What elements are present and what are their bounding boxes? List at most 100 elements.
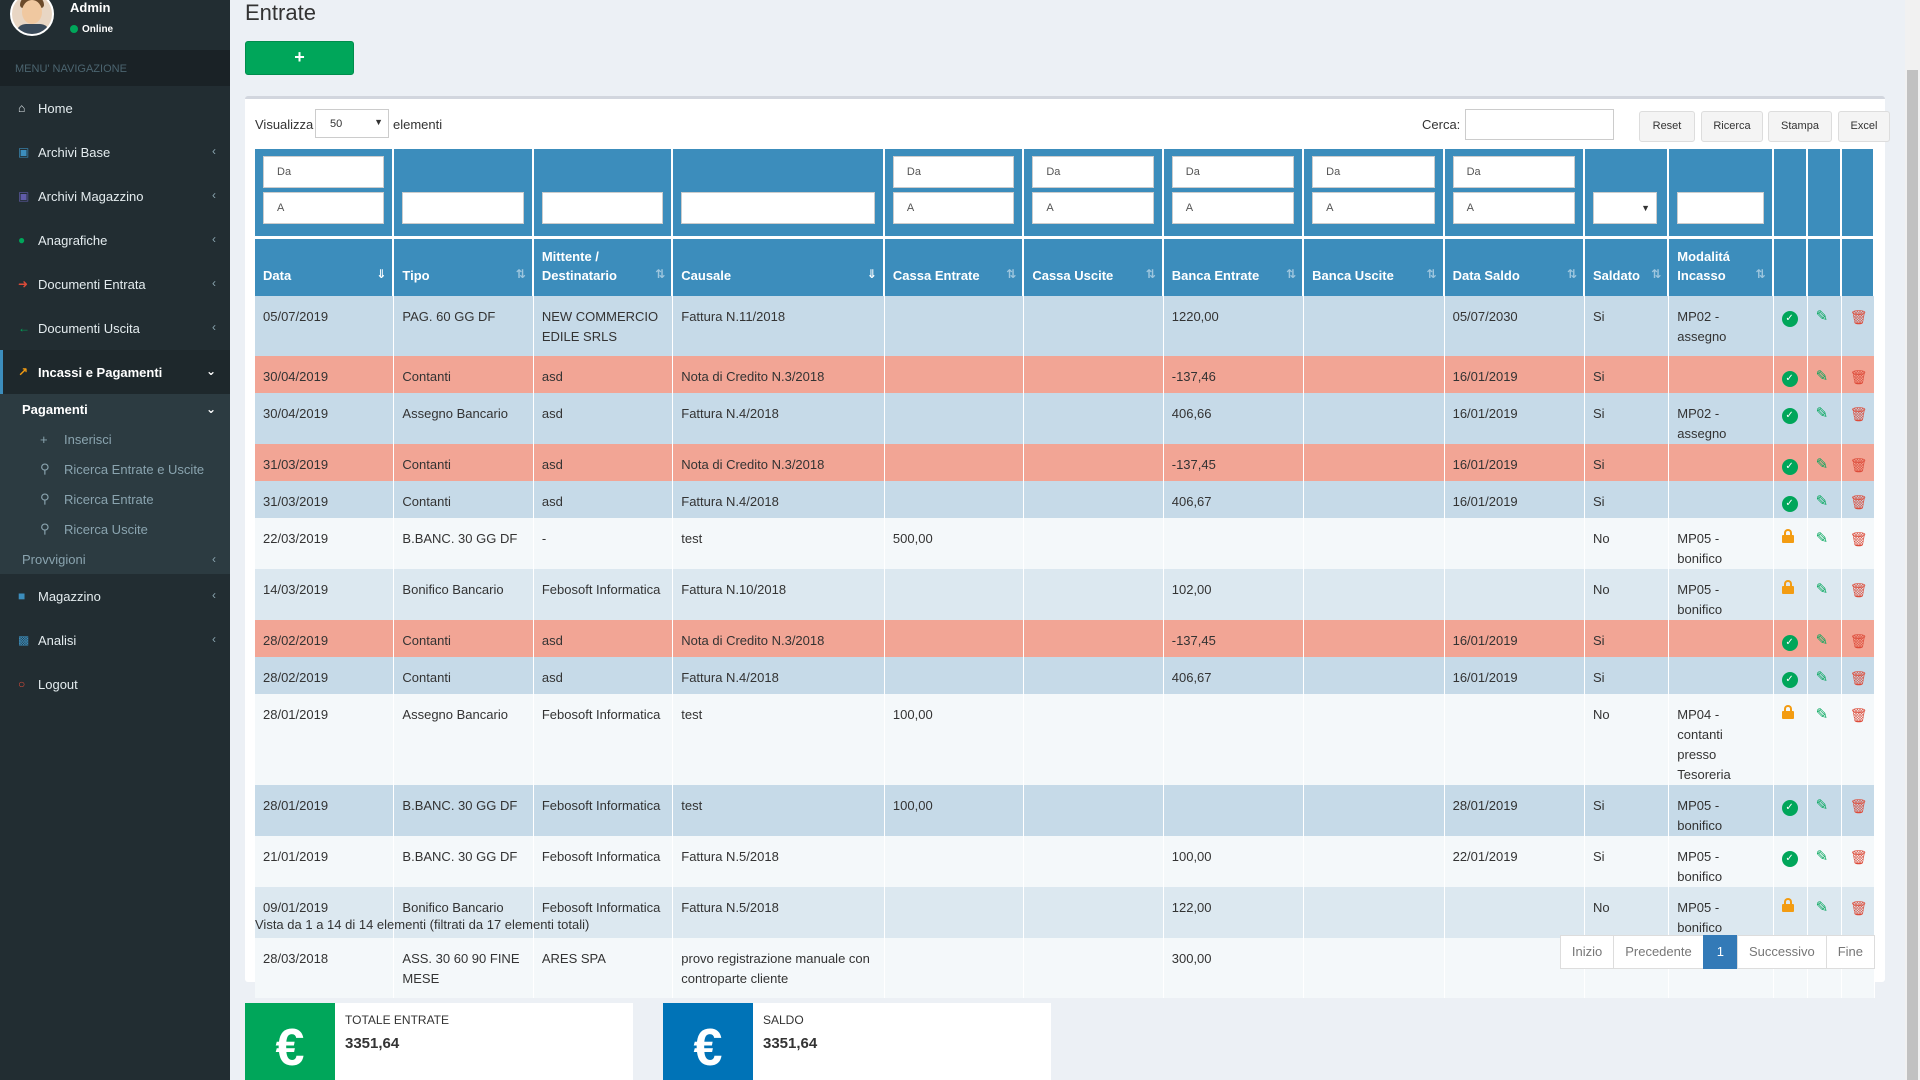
trash-icon[interactable]: 🗑 (1849, 798, 1868, 814)
cell-data: 21/01/2019 (255, 836, 395, 887)
excel-button[interactable]: Excel (1838, 111, 1890, 142)
reset-button[interactable]: Reset (1639, 111, 1695, 142)
search-input[interactable] (1465, 109, 1614, 140)
submenu-item-inserisci[interactable]: + Inserisci (0, 424, 230, 454)
edit-icon[interactable]: ✎ (1815, 493, 1829, 510)
filter-cassa-uscite-da[interactable]: Da (1032, 156, 1154, 188)
sidebar-item-archivi-base[interactable]: ▣ Archivi Base ‹ (0, 130, 230, 174)
pager-current[interactable]: 1 (1702, 935, 1738, 969)
cell-tipo: ASS. 30 60 90 FINE MESE (394, 938, 534, 998)
add-button[interactable]: + (245, 41, 354, 75)
edit-icon[interactable]: ✎ (1815, 899, 1829, 916)
filter-causale[interactable] (681, 192, 875, 224)
trash-icon[interactable]: 🗑 (1849, 369, 1868, 385)
cell-mittente: asd (533, 444, 674, 481)
filter-saldato-select[interactable]: ▼ (1593, 192, 1658, 224)
submenu-item-ricerca-uscite[interactable]: ⚲ Ricerca Uscite (0, 514, 230, 544)
page-scrollbar[interactable] (1905, 0, 1920, 1080)
trash-icon[interactable]: 🗑 (1849, 309, 1868, 325)
delete-cell: 🗑 (1841, 569, 1875, 620)
cell-cassa-e (884, 938, 1025, 998)
trash-icon[interactable]: 🗑 (1849, 900, 1868, 916)
submenu-item-ricerca-entrate[interactable]: ⚲ Ricerca Entrate (0, 484, 230, 514)
sidebar-item-archivi-magazzino[interactable]: ▣ Archivi Magazzino ‹ (0, 174, 230, 218)
col-header-cassa-uscite[interactable]: Cassa Uscite ⇅ (1024, 236, 1164, 296)
submenu-item-provvigioni[interactable]: Provvigioni ‹ (0, 544, 230, 574)
delete-cell: 🗑 (1841, 356, 1875, 393)
col-header-tipo[interactable]: Tipo ⇅ (394, 236, 534, 296)
sidebar-item-magazzino[interactable]: ■ Magazzino ‹ (0, 574, 230, 618)
filter-cassa-entrate-a[interactable]: A (892, 192, 1015, 224)
filter-banca-entrate-da[interactable]: Da (1171, 156, 1295, 188)
sidebar-item-home[interactable]: ⌂ Home (0, 86, 230, 130)
edit-icon[interactable]: ✎ (1815, 308, 1829, 325)
col-header-banca-entrate[interactable]: Banca Entrate ⇅ (1163, 236, 1305, 296)
trash-icon[interactable]: 🗑 (1849, 633, 1868, 649)
cell-tipo: B.BANC. 30 GG DF (394, 518, 534, 569)
trash-icon[interactable]: 🗑 (1849, 582, 1868, 598)
sidebar-item-documenti-uscita[interactable]: ← Documenti Uscita ‹ (0, 306, 230, 350)
col-header-saldato[interactable]: Saldato ⇅ (1585, 236, 1670, 296)
trash-icon[interactable]: 🗑 (1849, 670, 1868, 686)
col-header-banca-uscite[interactable]: Banca Uscite ⇅ (1304, 236, 1445, 296)
col-header-modalita[interactable]: Modalitá Incasso ⇅ (1669, 236, 1774, 296)
edit-icon[interactable]: ✎ (1815, 632, 1829, 649)
edit-cell: ✎ (1807, 296, 1842, 356)
col-header-data-saldo[interactable]: Data Saldo ⇅ (1444, 236, 1586, 296)
sidebar-item-logout[interactable]: ○ Logout (0, 662, 230, 706)
edit-icon[interactable]: ✎ (1815, 456, 1829, 473)
euro-icon: € (245, 1003, 335, 1080)
sidebar-item-incassi-pagamenti[interactable]: ↗ Incassi e Pagamenti ⌄ (0, 350, 230, 394)
pager-last[interactable]: Fine (1825, 935, 1875, 969)
col-header-data[interactable]: Data ⇓ (255, 236, 395, 296)
saldo-value: 3351,64 (763, 1035, 818, 1052)
col-header-cassa-entrate[interactable]: Cassa Entrate ⇅ (884, 236, 1025, 296)
filter-mittente[interactable] (541, 192, 664, 224)
table-row: 28/01/2019 B.BANC. 30 GG DF Febosoft Infor… (255, 785, 1875, 836)
sidebar-item-anagrafiche[interactable]: ● Anagrafiche ‹ (0, 218, 230, 262)
trash-icon[interactable]: 🗑 (1849, 406, 1868, 422)
edit-icon[interactable]: ✎ (1815, 405, 1829, 422)
table-row: 05/07/2019 PAG. 60 GG DF NEW COMMERCIO EDI… (255, 296, 1875, 356)
scrollbar-thumb[interactable] (1907, 70, 1918, 1080)
submenu-item-ricerca-entrate-uscite[interactable]: ⚲ Ricerca Entrate e Uscite (0, 454, 230, 484)
pager-first[interactable]: Inizio (1559, 935, 1615, 969)
col-header-causale[interactable]: Causale ⇓ (673, 236, 885, 296)
sidebar-item-analisi[interactable]: ▩ Analisi ‹ (0, 618, 230, 662)
edit-icon[interactable]: ✎ (1815, 848, 1829, 865)
edit-icon[interactable]: ✎ (1815, 706, 1829, 723)
trash-icon[interactable]: 🗑 (1849, 494, 1868, 510)
trash-icon[interactable]: 🗑 (1849, 531, 1868, 547)
filter-cassa-uscite-a[interactable]: A (1032, 192, 1154, 224)
trash-icon[interactable]: 🗑 (1849, 707, 1868, 723)
cell-saldato: No (1585, 694, 1670, 785)
edit-icon[interactable]: ✎ (1815, 581, 1829, 598)
edit-icon[interactable]: ✎ (1815, 669, 1829, 686)
filter-modalita[interactable] (1677, 192, 1764, 224)
status-cell (1773, 694, 1808, 785)
filter-data-saldo-a[interactable]: A (1452, 192, 1576, 224)
filter-banca-uscite-da[interactable]: Da (1312, 156, 1435, 188)
sidebar-item-documenti-entrata[interactable]: ➜ Documenti Entrata ‹ (0, 262, 230, 306)
ricerca-button[interactable]: Ricerca (1701, 111, 1763, 142)
trash-icon[interactable]: 🗑 (1849, 457, 1868, 473)
cell-modalita: MP05 - bonifico (1669, 887, 1774, 938)
filter-cassa-entrate-da[interactable]: Da (892, 156, 1015, 188)
pager-next[interactable]: Successivo (1736, 935, 1827, 969)
filter-banca-uscite-a[interactable]: A (1312, 192, 1435, 224)
filter-data-a[interactable]: A (263, 192, 385, 224)
trash-icon[interactable]: 🗑 (1849, 849, 1868, 865)
filter-tipo[interactable] (402, 192, 524, 224)
pager-prev[interactable]: Precedente (1613, 935, 1704, 969)
filter-data-da[interactable]: Da (263, 156, 385, 188)
filter-data-saldo-da[interactable]: Da (1452, 156, 1576, 188)
stampa-button[interactable]: Stampa (1768, 111, 1832, 142)
submenu-header-pagamenti[interactable]: Pagamenti ⌄ (0, 394, 230, 424)
page-size-select[interactable]: 50 ▼ (315, 109, 389, 138)
edit-icon[interactable]: ✎ (1815, 530, 1829, 547)
user-panel: Admin Online (0, 0, 230, 50)
col-header-mittente[interactable]: Mittente / Destinatario ⇅ (533, 236, 674, 296)
filter-banca-entrate-a[interactable]: A (1171, 192, 1295, 224)
edit-icon[interactable]: ✎ (1815, 797, 1829, 814)
edit-icon[interactable]: ✎ (1815, 368, 1829, 385)
